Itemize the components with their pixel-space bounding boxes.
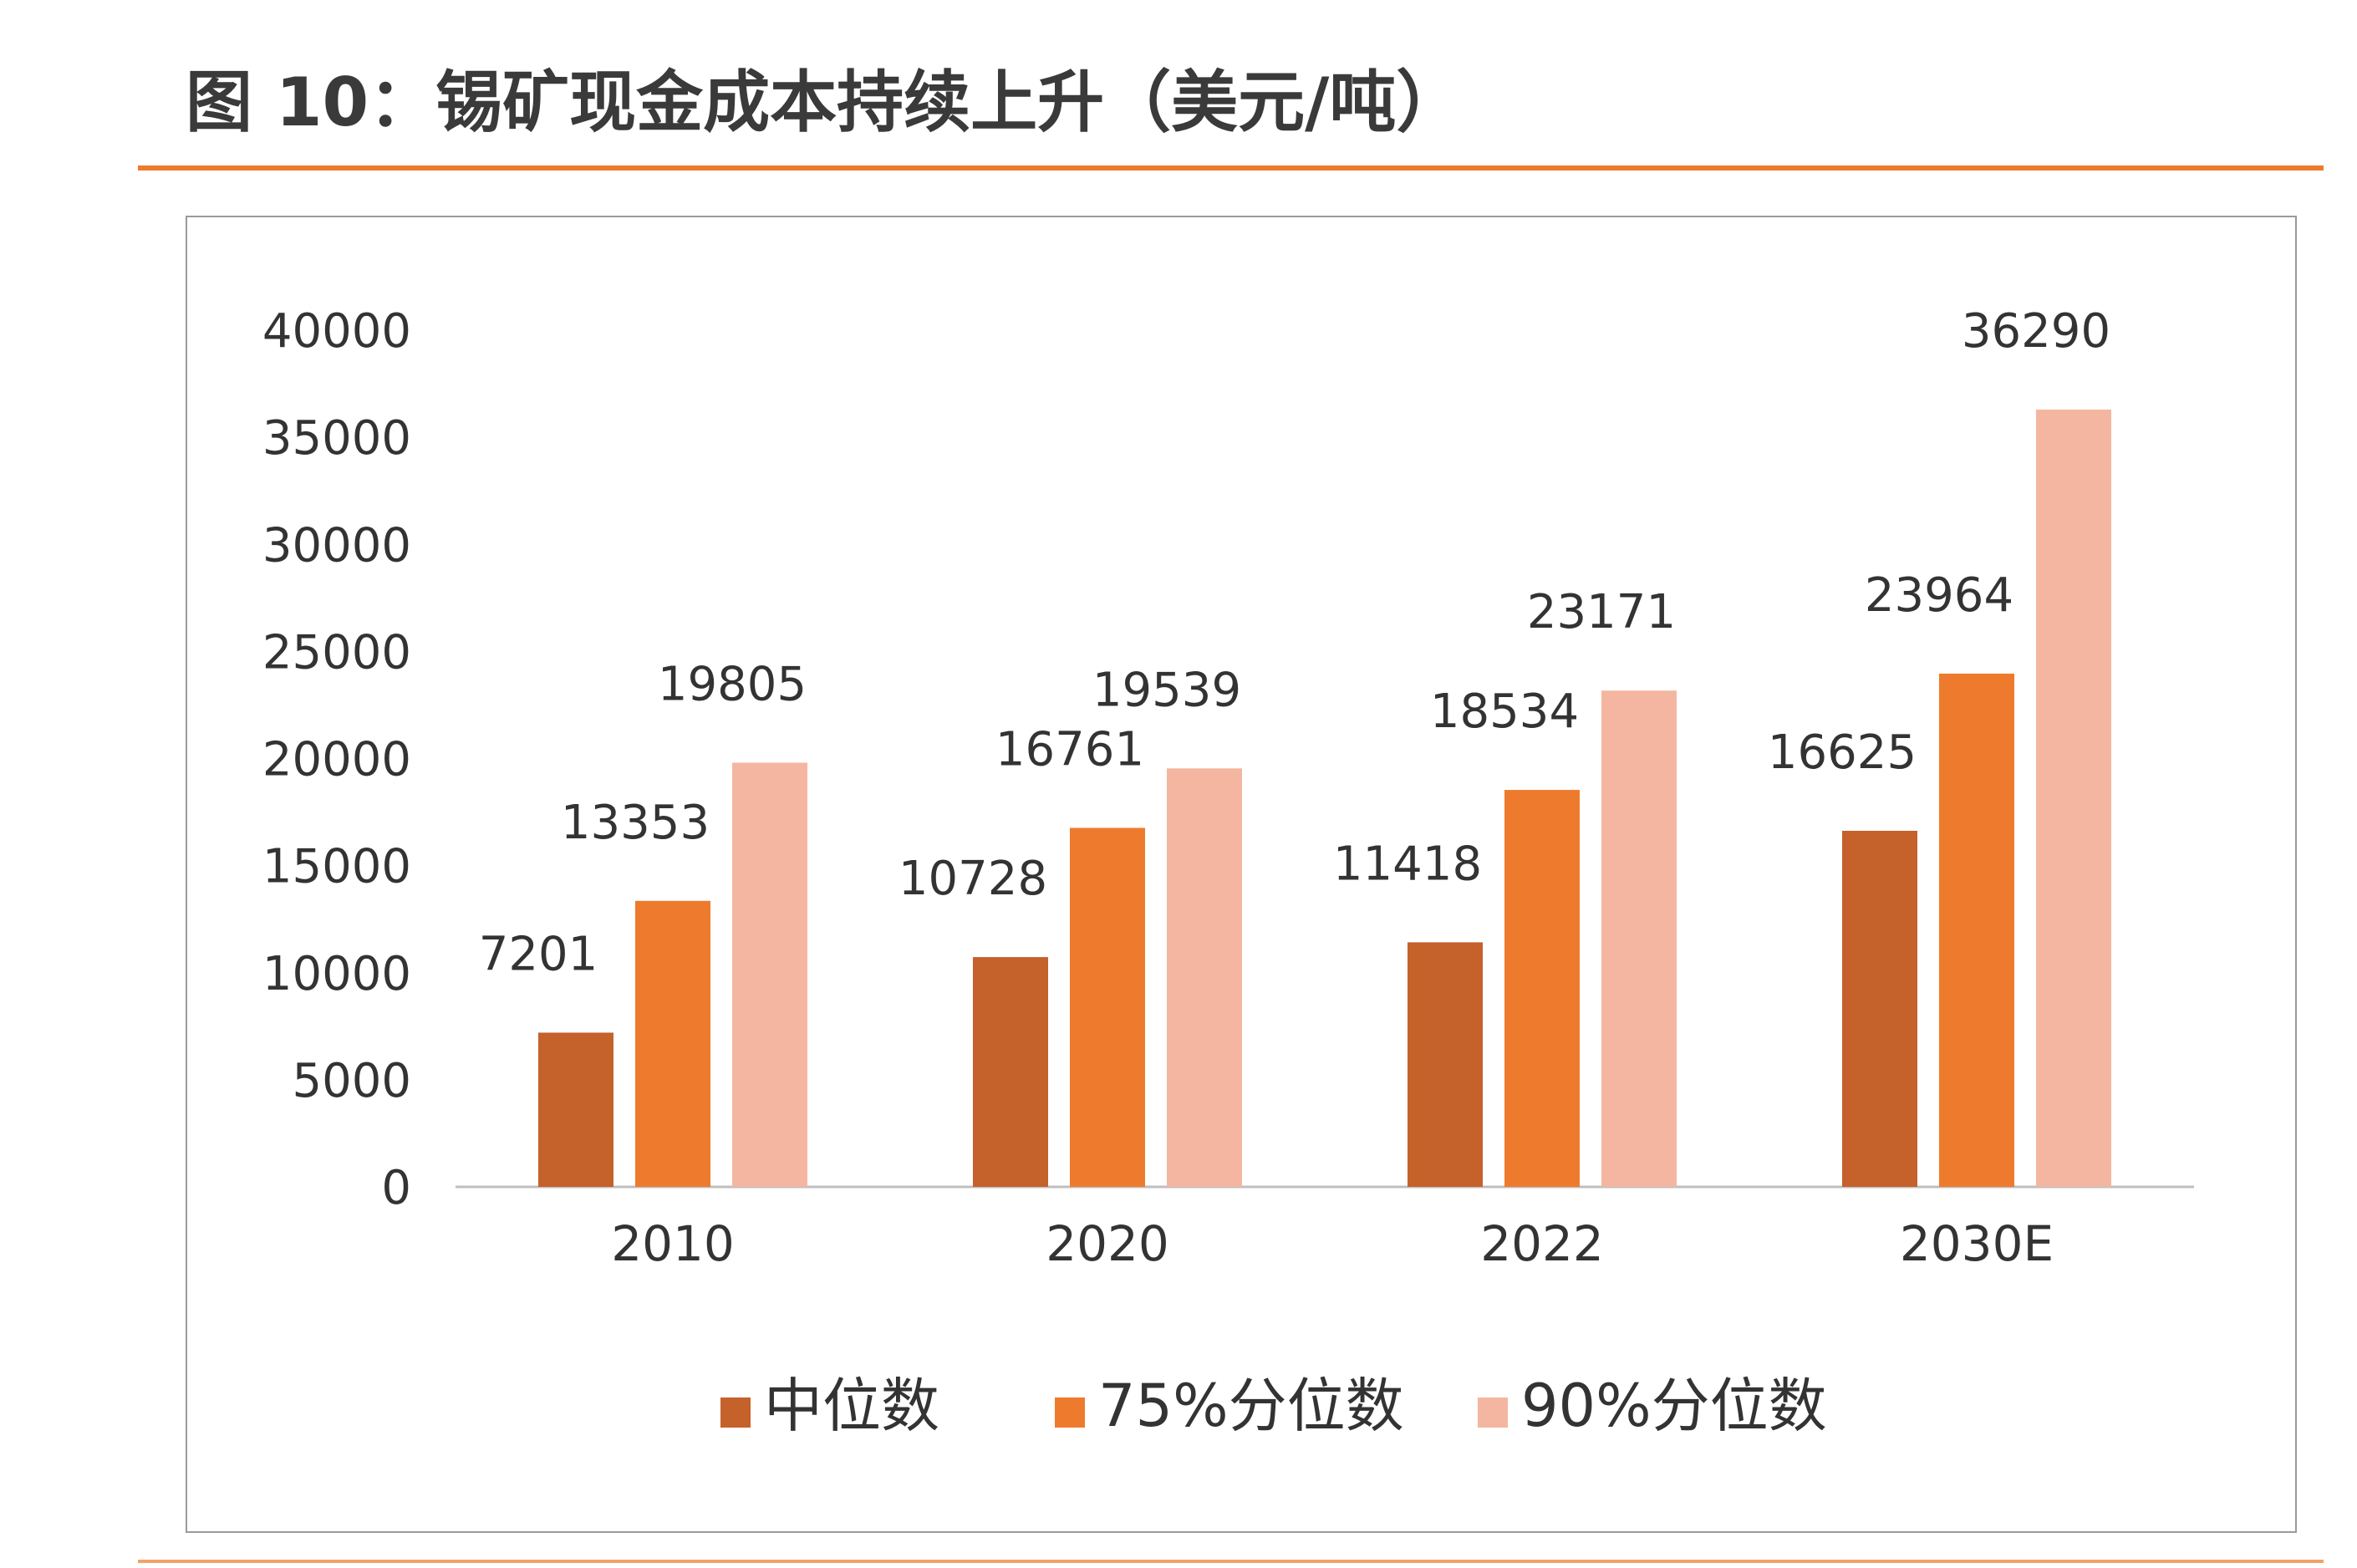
y-tick-label: 15000 <box>262 840 411 894</box>
x-tick-label: 2022 <box>1480 1215 1604 1272</box>
legend-item: 90%分位数 <box>1478 1372 1827 1440</box>
bar <box>1504 790 1580 1187</box>
bar <box>1601 690 1677 1187</box>
y-tick-label: 30000 <box>262 518 411 573</box>
figure-title: 图 10：锡矿现金成本持续上升（美元/吨） <box>186 64 1464 141</box>
data-label: 16625 <box>1768 725 1917 780</box>
x-tick-label: 2010 <box>611 1215 735 1272</box>
legend-label: 中位数 <box>764 1372 939 1440</box>
bottom-rule <box>138 1560 2324 1563</box>
y-tick-label: 25000 <box>262 625 411 680</box>
data-label: 11418 <box>1333 837 1482 891</box>
data-label: 19539 <box>1092 663 1241 717</box>
legend-label: 75%分位数 <box>1098 1372 1404 1440</box>
data-label: 16761 <box>995 722 1144 776</box>
title-underline <box>138 165 2324 171</box>
y-axis: 0 5000 10000 15000 20000 25000 30000 35000 40000 <box>262 304 411 1215</box>
bar <box>973 957 1048 1187</box>
legend-item: 75%分位数 <box>1055 1372 1404 1440</box>
data-label: 7201 <box>479 927 598 981</box>
x-tick-label: 2030E <box>1900 1215 2054 1272</box>
data-label: 10728 <box>899 852 1047 906</box>
x-tick-label: 2020 <box>1046 1215 1169 1272</box>
data-label: 36290 <box>1962 304 2110 359</box>
bar <box>1408 942 1483 1187</box>
y-tick-label: 0 <box>381 1161 411 1215</box>
bar <box>1070 827 1145 1187</box>
legend-label: 90%分位数 <box>1521 1372 1827 1440</box>
legend-swatch <box>720 1397 751 1428</box>
data-label: 18534 <box>1430 685 1579 739</box>
y-tick-label: 10000 <box>262 947 411 1001</box>
data-label: 23171 <box>1527 585 1676 639</box>
bar <box>1167 768 1242 1187</box>
bar <box>1939 673 2014 1187</box>
y-tick-label: 5000 <box>292 1054 411 1108</box>
data-label: 19805 <box>658 657 807 711</box>
y-tick-label: 40000 <box>262 304 411 359</box>
data-label: 13353 <box>561 796 710 850</box>
bar <box>635 900 710 1187</box>
bar <box>1842 830 1917 1187</box>
legend: 中位数 75%分位数 90%分位数 <box>720 1372 1827 1440</box>
bar <box>2036 410 2111 1188</box>
bars <box>538 410 2111 1188</box>
legend-swatch <box>1055 1397 1085 1428</box>
legend-swatch <box>1478 1397 1508 1428</box>
bar <box>732 762 807 1187</box>
data-label: 23964 <box>1865 568 2013 623</box>
legend-item: 中位数 <box>720 1372 939 1440</box>
bar <box>538 1032 613 1187</box>
y-tick-label: 35000 <box>262 411 411 466</box>
y-tick-label: 20000 <box>262 733 411 787</box>
x-axis: 2010 2020 2022 2030E <box>611 1215 2054 1272</box>
